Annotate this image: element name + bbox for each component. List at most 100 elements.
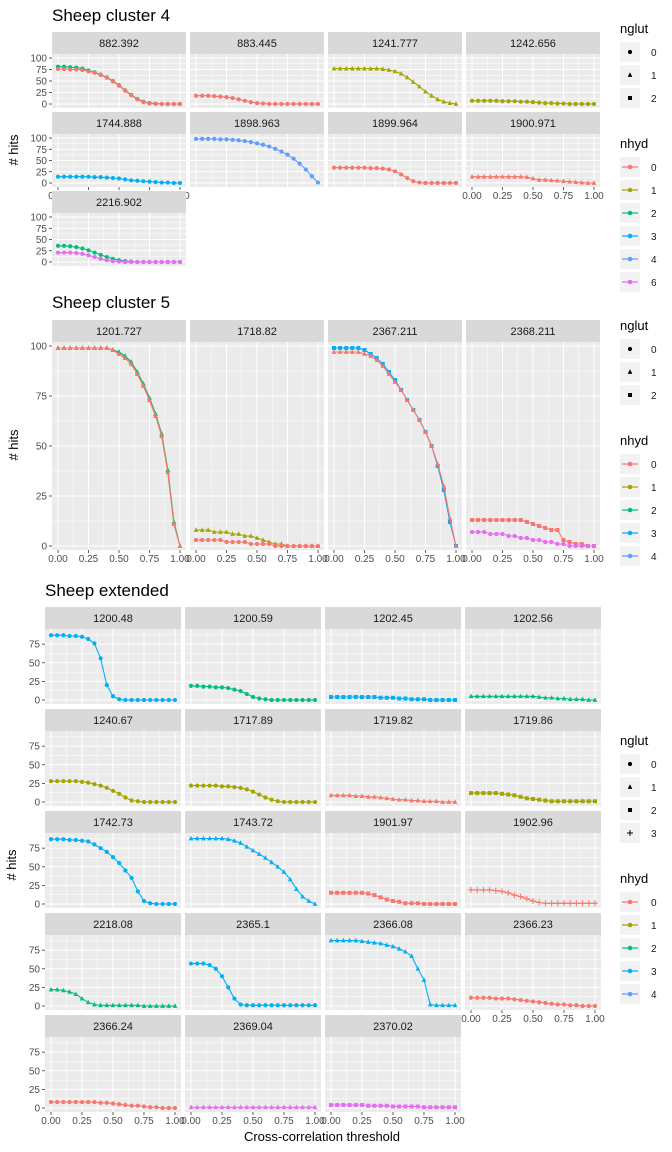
data-point [86, 839, 91, 844]
data-point [226, 784, 231, 789]
data-point [341, 792, 346, 798]
data-point [256, 851, 262, 857]
data-point [362, 351, 367, 356]
data-point [391, 899, 395, 904]
data-point [362, 165, 367, 170]
y-tick-label: 0 [34, 798, 40, 809]
panel: 2366.24 0 25 50 75 0.00 0.25 0.50 0.75 1.00 [29, 1015, 185, 1127]
x-tick-label: 0.25 [493, 191, 513, 202]
series-0-1 [328, 792, 458, 804]
data-point [567, 543, 572, 549]
data-point [219, 784, 225, 789]
data-point [288, 697, 293, 703]
data-point [224, 539, 229, 545]
data-point [281, 1104, 287, 1110]
data-point [549, 539, 554, 545]
data-point [372, 1103, 377, 1108]
data-point [404, 74, 410, 80]
x-tick-label: 0.50 [523, 191, 543, 202]
data-point [329, 1103, 333, 1108]
data-point [506, 518, 511, 522]
data-point [188, 683, 194, 688]
y-tick-label: 0 [41, 258, 47, 269]
data-point [573, 101, 578, 107]
data-point [446, 1002, 452, 1008]
data-point [55, 66, 61, 72]
panel: 1743.72 [185, 811, 321, 908]
data-point [487, 693, 492, 699]
data-point [384, 897, 389, 902]
data-point [116, 176, 122, 181]
data-point [263, 697, 268, 702]
x-tick-label: 0.50 [385, 554, 405, 565]
y-tick-label: 100 [30, 213, 47, 224]
data-point [524, 998, 529, 1003]
data-point [201, 783, 206, 788]
data-point [98, 846, 103, 851]
data-point [372, 794, 377, 799]
data-point [147, 397, 152, 402]
data-point [273, 146, 278, 151]
data-point [331, 349, 337, 354]
data-point [261, 101, 266, 106]
panel-label: 2370.02 [373, 1021, 413, 1033]
data-point [123, 795, 128, 800]
legend-label: 4 [651, 255, 657, 266]
data-point [224, 529, 229, 534]
data-point [294, 886, 299, 892]
data-point [512, 533, 517, 539]
data-point [212, 94, 217, 99]
data-point [79, 634, 85, 639]
panel: 2366.23 0.00 0.25 0.50 0.75 1.00 [461, 913, 605, 1025]
data-point [275, 864, 281, 869]
x-tick-label: 0.00 [462, 554, 482, 565]
data-point [159, 433, 164, 438]
panel: 1899.964 [328, 112, 462, 187]
data-point [275, 799, 280, 804]
data-point [476, 529, 481, 535]
data-point [104, 849, 109, 854]
data-point [80, 345, 85, 350]
data-point [123, 259, 128, 265]
data-point [468, 886, 474, 893]
data-point [306, 1003, 311, 1008]
data-point [141, 179, 146, 184]
data-point [74, 345, 79, 350]
panel: 883.445 [190, 32, 324, 108]
data-point [254, 100, 260, 106]
legend-label: 2 [651, 506, 657, 517]
data-point [378, 1103, 383, 1108]
data-point [177, 180, 183, 186]
data-point [480, 886, 487, 893]
data-point [386, 371, 392, 376]
data-point [62, 250, 67, 255]
x-tick-label: 0.25 [72, 1116, 92, 1127]
panel: 1240.67 0 25 50 75 [29, 709, 181, 809]
data-point [242, 533, 248, 538]
data-point [386, 167, 391, 172]
data-point [365, 939, 371, 944]
panel-label: 1200.59 [233, 613, 273, 625]
data-point [468, 693, 474, 699]
data-point [206, 537, 211, 543]
data-point [492, 887, 499, 894]
data-point [212, 136, 217, 141]
data-point [123, 177, 128, 182]
data-point [530, 693, 536, 699]
data-point [79, 995, 85, 1001]
data-point [390, 943, 396, 949]
legend-point [627, 968, 633, 974]
legend-label: 0 [651, 760, 657, 771]
data-point [347, 1103, 352, 1108]
data-point [200, 136, 205, 141]
data-point [391, 695, 395, 700]
y-tick-label: 75 [29, 946, 41, 957]
data-point [309, 101, 314, 107]
data-point [350, 165, 355, 170]
x-tick-label: 0.25 [492, 1014, 512, 1025]
data-point [123, 868, 128, 873]
x-tick-label: 1.00 [308, 554, 328, 565]
data-point [524, 99, 530, 104]
data-point [248, 541, 253, 547]
data-point [248, 533, 254, 538]
